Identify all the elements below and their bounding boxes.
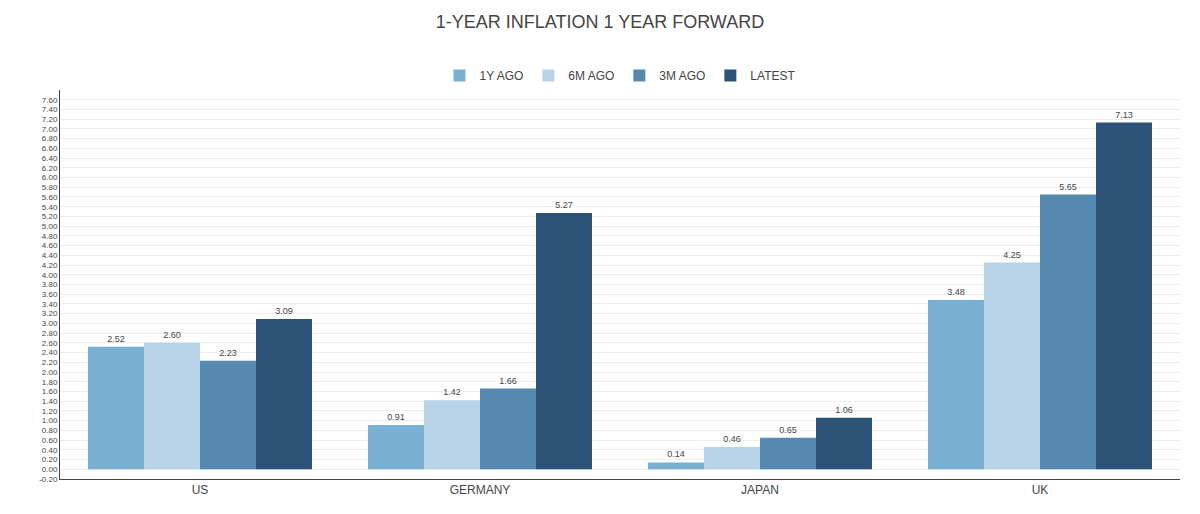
svg-text:7.20: 7.20: [42, 115, 58, 124]
svg-text:2.52: 2.52: [107, 334, 125, 344]
svg-text:3.20: 3.20: [42, 309, 58, 318]
svg-text:5.60: 5.60: [42, 193, 58, 202]
svg-text:3.09: 3.09: [275, 306, 293, 316]
svg-text:UK: UK: [1032, 483, 1049, 497]
svg-text:5.00: 5.00: [42, 222, 58, 231]
svg-text:4.00: 4.00: [42, 271, 58, 280]
svg-text:1.60: 1.60: [42, 387, 58, 396]
svg-text:2.23: 2.23: [219, 348, 237, 358]
svg-text:1.80: 1.80: [42, 378, 58, 387]
svg-text:5.20: 5.20: [42, 212, 58, 221]
svg-text:7.40: 7.40: [42, 105, 58, 114]
svg-text:1-YEAR INFLATION 1 YEAR FORWAR: 1-YEAR INFLATION 1 YEAR FORWARD: [436, 12, 764, 32]
svg-text:7.00: 7.00: [42, 125, 58, 134]
svg-text:3.48: 3.48: [947, 287, 965, 297]
svg-text:0.65: 0.65: [779, 425, 797, 435]
svg-text:2.60: 2.60: [42, 339, 58, 348]
svg-text:0.14: 0.14: [667, 449, 685, 459]
svg-text:3.80: 3.80: [42, 280, 58, 289]
svg-text:5.80: 5.80: [42, 183, 58, 192]
svg-text:6M AGO: 6M AGO: [568, 69, 614, 83]
svg-text:0.20: 0.20: [42, 455, 58, 464]
svg-text:4.20: 4.20: [42, 261, 58, 270]
svg-text:1.00: 1.00: [42, 416, 58, 425]
svg-text:6.80: 6.80: [42, 134, 58, 143]
svg-text:US: US: [192, 483, 209, 497]
svg-text:6.60: 6.60: [42, 144, 58, 153]
svg-text:0.60: 0.60: [42, 436, 58, 445]
svg-text:6.20: 6.20: [42, 164, 58, 173]
svg-text:4.60: 4.60: [42, 241, 58, 250]
svg-text:5.27: 5.27: [555, 200, 573, 210]
svg-text:0.80: 0.80: [42, 426, 58, 435]
svg-text:0.40: 0.40: [42, 446, 58, 455]
svg-text:1.40: 1.40: [42, 397, 58, 406]
svg-text:0.46: 0.46: [723, 434, 741, 444]
svg-text:0.91: 0.91: [387, 412, 405, 422]
svg-text:2.60: 2.60: [163, 330, 181, 340]
svg-text:1Y AGO: 1Y AGO: [480, 69, 524, 83]
svg-text:7.13: 7.13: [1115, 110, 1133, 120]
svg-text:0.00: 0.00: [42, 465, 58, 474]
svg-text:1.66: 1.66: [499, 376, 517, 386]
svg-text:7.60: 7.60: [42, 96, 58, 105]
svg-text:6.00: 6.00: [42, 173, 58, 182]
svg-text:-0.20: -0.20: [39, 475, 58, 484]
svg-text:3.60: 3.60: [42, 290, 58, 299]
svg-text:1.20: 1.20: [42, 407, 58, 416]
svg-text:LATEST: LATEST: [750, 69, 795, 83]
svg-text:3.40: 3.40: [42, 300, 58, 309]
svg-text:2.80: 2.80: [42, 329, 58, 338]
svg-text:2.40: 2.40: [42, 348, 58, 357]
svg-text:5.40: 5.40: [42, 203, 58, 212]
svg-text:4.80: 4.80: [42, 232, 58, 241]
svg-text:1.06: 1.06: [835, 405, 853, 415]
svg-text:3.00: 3.00: [42, 319, 58, 328]
svg-text:GERMANY: GERMANY: [450, 483, 511, 497]
svg-text:4.25: 4.25: [1003, 250, 1021, 260]
svg-text:3M AGO: 3M AGO: [659, 69, 705, 83]
svg-text:1.42: 1.42: [443, 387, 461, 397]
svg-text:JAPAN: JAPAN: [741, 483, 779, 497]
svg-text:2.20: 2.20: [42, 358, 58, 367]
svg-text:6.40: 6.40: [42, 154, 58, 163]
svg-text:4.40: 4.40: [42, 251, 58, 260]
svg-text:5.65: 5.65: [1059, 182, 1077, 192]
svg-text:2.00: 2.00: [42, 368, 58, 377]
